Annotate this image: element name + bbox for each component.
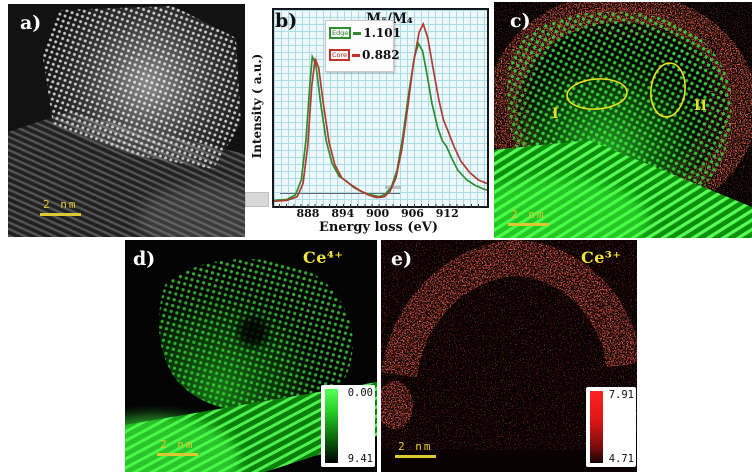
legend-row-core: Core 0.882: [329, 47, 400, 63]
edge-line-sample: [353, 31, 362, 35]
x-axis-label: Energy loss (eV): [318, 220, 439, 235]
x-tick-label: 906: [400, 207, 424, 220]
panel-d-scalebar: 2 nm: [157, 438, 198, 456]
x-tick-label: 912: [435, 207, 459, 220]
ce4-colorbar-gradient: [325, 389, 338, 463]
ce3-colorbar: 7.91 4.71: [586, 387, 636, 467]
x-axis-minor-ticks: [272, 204, 485, 208]
region-ellipse-2: [650, 62, 686, 118]
panel-c-label: c): [510, 10, 531, 32]
core-line-sample: [352, 53, 361, 57]
panel-a-label: a): [20, 12, 42, 34]
panel-a-scalebar: 2 nm: [40, 198, 81, 216]
ce4-species-label: Ce⁴⁺: [303, 248, 344, 267]
ce4-colorbar-min: 9.41: [347, 453, 373, 465]
panel-d-label: d): [133, 248, 156, 270]
panel-c-composite-map: c) I II 2 nm: [494, 2, 752, 238]
panel-c-scalebar: 2 nm: [508, 208, 549, 226]
fit-annotation-smudge: [384, 186, 401, 190]
region-label-I: I: [552, 106, 559, 122]
curve-core: [274, 21, 487, 203]
y-axis-label: Intensity ( a.u.): [250, 53, 264, 159]
x-tick-label: 888: [296, 207, 320, 220]
curve-edge: [274, 41, 487, 202]
legend-swatch-core: Core: [329, 49, 351, 61]
composite-map-image: [494, 2, 752, 238]
ce3-colorbar-gradient: [590, 391, 603, 463]
stem-grayscale-image: [8, 4, 245, 237]
edge-ratio-value: 1.101: [363, 26, 401, 40]
region-ellipse-1: [566, 78, 628, 110]
panel-d-ce4-map: d) Ce⁴⁺ 2 nm 0.00 9.41: [125, 240, 377, 472]
ce4-colorbar: 0.00 9.41: [321, 385, 375, 467]
ce4-map-image: [125, 240, 377, 472]
x-tick-label: 894: [331, 207, 355, 220]
x-tick-label: 900: [366, 207, 390, 220]
software-ui-fragment: [245, 192, 269, 207]
panel-b-spectrum: b) Intensity ( a.u.) M₅/M₄ Edge 1.101 Cor…: [245, 0, 494, 240]
ce4-colorbar-max: 0.00: [347, 387, 373, 399]
panel-e-label: e): [391, 248, 413, 270]
spectrum-curves: [274, 21, 487, 203]
legend-swatch-edge: Edge: [329, 27, 352, 39]
plot-area: M₅/M₄ Edge 1.101 Core 0.882: [272, 8, 489, 208]
core-ratio-value: 0.882: [362, 48, 400, 62]
legend-box: Edge 1.101 Core 0.882: [325, 20, 401, 72]
spectrum-baseline-marker: [280, 193, 400, 195]
ce3-colorbar-min: 4.71: [608, 453, 634, 465]
legend-row-edge: Edge 1.101: [329, 25, 401, 41]
panel-b-label: b): [275, 10, 298, 32]
region-label-II: II: [694, 98, 708, 114]
panel-a-micrograph: a) 2 nm: [8, 4, 245, 237]
ce3-species-label: Ce³⁺: [581, 248, 622, 267]
ce3-colorbar-max: 7.91: [608, 389, 634, 401]
panel-e-ce3-map: e) Ce³⁺ 2 nm 7.91 4.71: [381, 240, 637, 472]
panel-e-scalebar: 2 nm: [395, 440, 436, 458]
